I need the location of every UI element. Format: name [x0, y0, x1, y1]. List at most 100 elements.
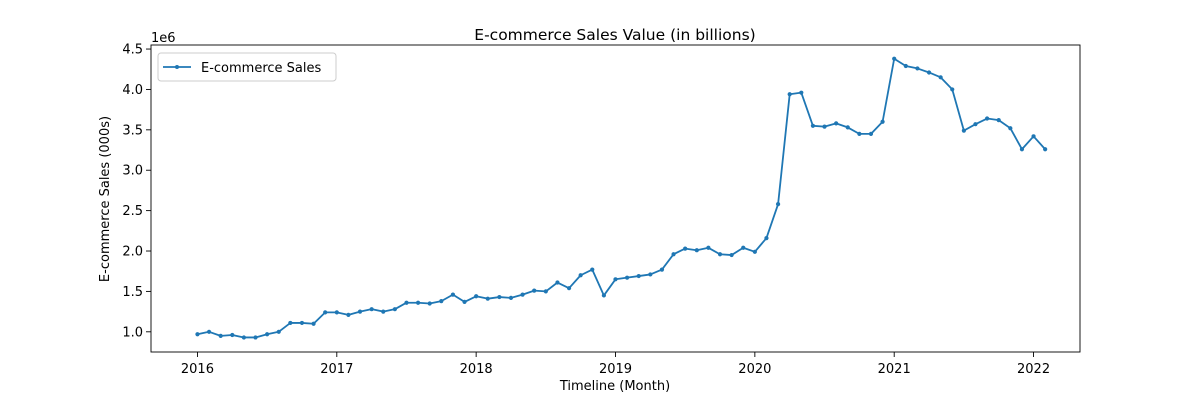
data-point [369, 307, 374, 312]
data-point [717, 252, 723, 257]
chart-title: E-commerce Sales Value (in billions) [474, 26, 755, 44]
data-point [555, 280, 560, 285]
data-point [230, 332, 235, 338]
data-point [566, 286, 572, 291]
series-layer [195, 56, 1048, 340]
x-tick-label: 2019 [599, 362, 632, 377]
data-point [799, 90, 804, 95]
data-point [532, 288, 537, 293]
data-point [775, 202, 781, 207]
data-point [508, 295, 514, 300]
data-point [659, 267, 665, 272]
y-tick-label: 2.0 [122, 245, 143, 260]
data-point [334, 310, 339, 315]
y-axis-label: E-commerce Sales (000s) [98, 116, 113, 282]
data-point [845, 125, 850, 130]
data-point [613, 277, 618, 282]
data-point [880, 119, 885, 124]
plot-frame [150, 44, 1081, 353]
data-point [822, 124, 827, 129]
data-point [195, 332, 200, 337]
legend: E-commerce Sales [157, 52, 337, 82]
data-point [520, 292, 525, 297]
data-point [694, 248, 699, 253]
data-point [218, 333, 223, 338]
x-tick-label: 2022 [1017, 362, 1050, 377]
data-point [706, 245, 711, 250]
data-point [892, 56, 897, 61]
data-point [834, 121, 839, 126]
y-tick-label: 1.0 [122, 325, 143, 340]
data-point [288, 320, 293, 326]
y-tick-label: 4.5 [122, 43, 143, 58]
data-point [985, 116, 990, 121]
x-tick-label: 2017 [320, 362, 353, 377]
data-point [787, 92, 792, 97]
x-tick-label: 2016 [181, 362, 214, 377]
data-point [1019, 147, 1025, 152]
legend-label: E-commerce Sales [201, 61, 321, 76]
data-point [729, 252, 734, 258]
y-tick-label: 3.5 [122, 123, 143, 138]
data-point [857, 131, 862, 136]
data-point [474, 294, 479, 299]
data-point [868, 131, 874, 136]
data-point [973, 122, 978, 127]
data-point [903, 63, 908, 69]
data-point [241, 335, 246, 340]
x-axis-ticks: 2016 2017 2018 2019 2020 2021 2022 [181, 352, 1050, 377]
data-point [764, 235, 769, 241]
data-point [683, 246, 688, 251]
data-point [926, 70, 932, 75]
data-point [415, 300, 421, 305]
data-point [1043, 147, 1048, 152]
legend-box [157, 52, 337, 82]
data-point [996, 118, 1001, 123]
data-point [950, 87, 955, 92]
data-point [311, 321, 316, 326]
data-point [439, 299, 444, 304]
data-point [543, 289, 548, 294]
x-tick-label: 2021 [878, 362, 911, 377]
data-point [938, 75, 943, 80]
data-point [636, 273, 641, 279]
data-point [625, 275, 630, 280]
data-point [1008, 126, 1013, 131]
data-point [346, 312, 351, 317]
data-point [961, 128, 966, 133]
data-point [450, 292, 456, 297]
data-point [206, 329, 212, 334]
data-point [590, 267, 595, 272]
data-point [265, 332, 270, 337]
data-point [601, 293, 606, 298]
data-point [299, 320, 305, 326]
data-point [323, 310, 328, 315]
data-point [276, 329, 281, 334]
data-point [462, 299, 467, 305]
y-axis-ticks: 1.0 1.5 2.0 2.5 3.0 3.5 4.0 4.5 [122, 43, 151, 340]
data-point [648, 272, 653, 277]
data-point [671, 252, 676, 257]
x-axis-label: Timeline (Month) [559, 379, 670, 394]
data-point [485, 296, 490, 301]
y-tick-label: 3.0 [122, 164, 143, 179]
x-tick-label: 2018 [460, 362, 493, 377]
data-point [392, 307, 397, 312]
data-point [381, 309, 386, 314]
data-point [915, 66, 920, 71]
y-tick-label: 1.5 [122, 285, 143, 300]
y-tick-label: 4.0 [122, 83, 143, 98]
data-point [497, 294, 502, 300]
data-point [357, 309, 363, 314]
data-point [741, 245, 746, 250]
data-point [404, 300, 409, 305]
data-point [578, 273, 583, 278]
y-tick-label: 2.5 [122, 204, 143, 219]
x-tick-label: 2020 [738, 362, 771, 377]
y-axis-offset-label: 1e6 [151, 31, 176, 46]
data-point [253, 335, 258, 340]
data-point [427, 301, 432, 306]
plot-area [151, 45, 1080, 352]
data-point [1031, 134, 1036, 139]
